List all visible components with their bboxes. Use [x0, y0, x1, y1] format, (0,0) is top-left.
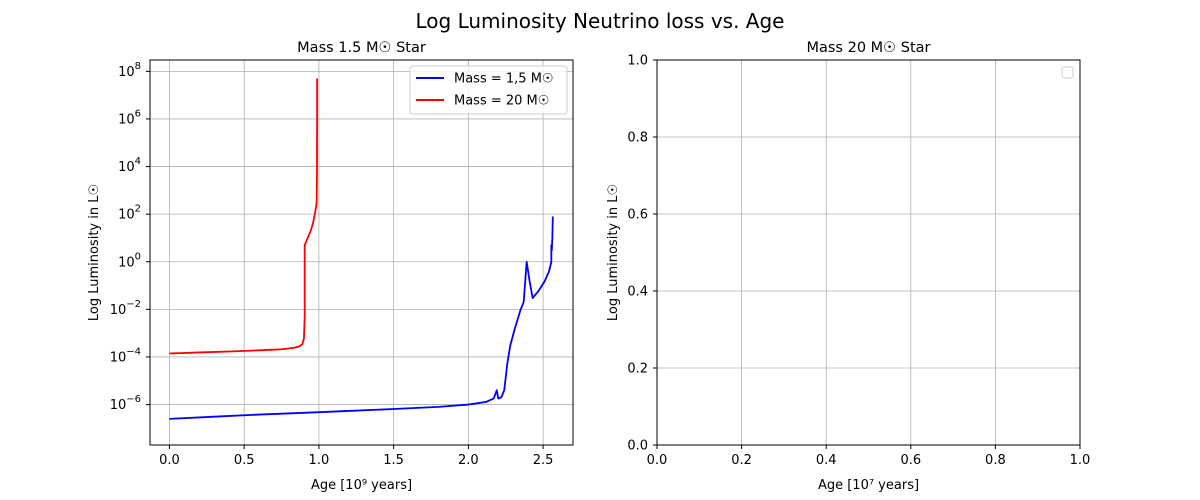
left-y-ticks: 10−6 10−4 10−2 100 102 104 106 108 [110, 61, 150, 413]
left-x-tick-label: 1.5 [383, 453, 404, 468]
left-y-tick-label: 104 [118, 156, 141, 175]
left-grid [150, 60, 573, 445]
right-x-tick-label: 0.8 [985, 453, 1006, 468]
left-x-tick-label: 0.5 [234, 453, 255, 468]
figure-suptitle: Log Luminosity Neutrino loss vs. Age [416, 9, 785, 33]
right-y-tick-label: 0.0 [627, 439, 648, 454]
legend-label-mass-20: Mass = 20 M☉ [454, 94, 549, 109]
right-plot-frame [656, 59, 1081, 446]
right-y-tick-label: 0.8 [627, 131, 648, 146]
left-series-line-0 [169, 216, 554, 420]
right-x-tick-label: 0.2 [731, 453, 752, 468]
left-plot-frame [149, 59, 574, 446]
left-series-line-1 [169, 78, 319, 355]
left-x-tick-label: 2.5 [533, 453, 554, 468]
left-x-tick-label: 1.0 [309, 453, 330, 468]
right-legend-box-empty [1061, 66, 1074, 79]
right-chart-title: Mass 20 M☉ Star [806, 40, 930, 56]
left-x-tick-label: 2.0 [458, 453, 479, 468]
left-legend-box [409, 65, 568, 115]
right-x-ticks: 0.0 0.2 0.4 0.6 0.8 1.0 [647, 445, 1091, 468]
left-x-axis-label: Age [10⁹ years] [311, 478, 412, 493]
right-y-tick-label: 0.6 [627, 208, 648, 223]
left-y-tick-label: 10−4 [110, 346, 141, 365]
right-x-tick-label: 1.0 [1070, 453, 1091, 468]
left-y-tick-label: 108 [118, 61, 141, 80]
left-y-tick-label: 106 [118, 108, 141, 127]
right-grid [656, 59, 1081, 446]
left-x-ticks: 0.0 0.5 1.0 1.5 2.0 2.5 [159, 445, 553, 468]
right-chart-panel: 0.0 0.2 0.4 0.6 0.8 1.0 0.0 0.2 0.4 0.6 0.8 1.0 Ma… [606, 40, 1090, 493]
right-y-tick-label: 0.4 [627, 285, 648, 300]
left-series-group [169, 78, 554, 420]
legend-label-mass-1-5: Mass = 1,5 M☉ [454, 72, 554, 87]
right-x-tick-label: 0.6 [900, 453, 921, 468]
right-x-axis-label: Age [10⁷ years] [818, 478, 919, 493]
left-y-axis-label: Log Luminosity in L☉ [87, 184, 102, 321]
left-y-tick-label: 102 [118, 204, 141, 223]
right-y-axis-label: Log Luminosity in L☉ [606, 184, 621, 321]
right-y-tick-label: 0.2 [627, 362, 648, 377]
right-x-tick-label: 0.4 [816, 453, 837, 468]
right-x-tick-label: 0.0 [647, 453, 668, 468]
left-x-tick-label: 0.0 [159, 453, 180, 468]
left-y-tick-label: 10−6 [110, 394, 141, 413]
left-y-tick-label: 100 [118, 251, 141, 270]
left-y-tick-label: 10−2 [110, 299, 141, 318]
left-legend: Mass = 1,5 M☉ Mass = 20 M☉ [409, 65, 568, 115]
right-y-ticks: 0.0 0.2 0.4 0.6 0.8 1.0 [627, 54, 657, 454]
left-chart-title: Mass 1.5 M☉ Star [297, 40, 426, 56]
right-y-tick-label: 1.0 [627, 54, 648, 69]
left-chart-panel: 0.0 0.5 1.0 1.5 2.0 2.5 10−6 10−4 10−2 100 102 104… [87, 40, 574, 493]
